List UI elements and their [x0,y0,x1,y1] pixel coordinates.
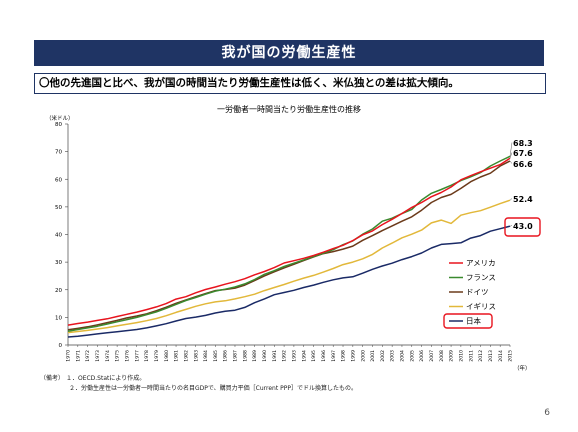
legend-label-uk: イギリス [466,302,496,311]
x-tick-label: 2004 [400,350,406,362]
notes: （備考） １．OECD.Statにより作成。 ２．労働生産性は一労働者一時間当た… [40,374,357,394]
series-line-america [67,157,511,326]
legend-label-america: アメリカ [466,259,496,268]
x-tick-label: 1976 [125,350,131,362]
note-item-2: ２．労働生産性は一労働者一時間当たりの名目GDPで、購買力平価［Current … [69,385,357,392]
end-label-leader [509,198,513,201]
x-tick-label: 1989 [252,350,258,362]
x-tick-label: 1988 [242,350,248,362]
summary-box: 〇他の先進国と比べ、我が国の時間当たり労働生産性は低く、米仏独との差は拡大傾向。 [34,73,546,94]
x-tick-label: 1977 [134,350,140,362]
x-tick-label: 2015 [508,350,514,362]
x-tick-label: 2014 [498,350,504,362]
x-axis-unit: （年） [514,364,531,372]
x-tick-label: 1991 [272,350,278,362]
x-tick-label: 1996 [321,350,327,362]
x-tick-label: 1997 [331,350,337,362]
x-tick-label: 1985 [213,350,219,362]
x-tick-label: 1982 [183,350,189,362]
x-tick-label: 1971 [75,350,81,362]
x-tick-label: 1970 [66,350,72,362]
x-tick-label: 1980 [164,350,170,362]
x-tick-label: 2013 [488,350,494,362]
x-tick-label: 1998 [341,350,347,362]
x-tick-label: 1974 [105,350,111,362]
legend-japan-highlight [443,313,493,329]
page-number: 6 [544,408,550,418]
series-line-japan [67,225,511,338]
series-layer [67,155,511,338]
x-tick-label: 1983 [193,350,199,362]
end-label-uk: 52.4 [513,195,533,204]
x-tick-label: 2006 [419,350,425,362]
x-tick-label: 1984 [203,350,209,362]
x-tick-label: 2001 [370,350,376,362]
x-tick-label: 2010 [458,350,464,362]
end-label-leader [509,152,513,159]
legend-label-germany: ドイツ [466,288,489,297]
x-tick-label: 1992 [282,350,288,362]
series-line-france [67,155,511,332]
end-label-leader [509,142,513,157]
x-tick-label: 2011 [468,350,474,362]
chart-title: 一労働者一時間当たり労働生産性の推移 [217,104,361,114]
y-tick-label: 60 [55,177,62,183]
x-tick-label: 1990 [262,350,268,362]
y-tick-label: 30 [55,260,62,266]
end-labels: 67.668.3 66.6 52.4 43.0 [504,139,541,237]
x-tick-label: 2003 [390,350,396,362]
axes: 0 10 20 30 40 50 60 70 80 1970 1971 1972 1973 1974 197… [55,122,514,362]
series-line-uk [67,199,511,334]
end-label-germany: 66.6 [513,160,533,169]
y-tick-label: 40 [55,233,62,239]
x-tick-label: 1979 [154,350,160,362]
end-label-france: 68.3 [513,139,533,148]
x-tick-label: 1981 [174,350,180,362]
x-tick-label: 1972 [85,350,91,362]
notes-label: （備考） [40,375,65,382]
x-tick-label: 2007 [429,350,435,362]
japan-value-highlight [504,217,541,237]
series-line-germany [67,160,511,331]
x-tick-label: 1995 [311,350,317,362]
end-label-japan: 43.0 [513,222,533,231]
x-tick-label: 1978 [144,350,150,362]
x-tick-label: 1973 [95,350,101,362]
x-tick-label: 2012 [478,350,484,362]
x-tick-label: 1999 [350,350,356,362]
x-tick-label: 1975 [115,350,121,362]
y-tick-label: 80 [55,122,62,128]
end-label-america: 67.6 [513,149,533,158]
note-item-1: １．OECD.Statにより作成。 [65,375,146,382]
x-tick-label: 1993 [292,350,298,362]
end-label-leader [509,225,513,227]
y-tick-label: 0 [59,343,63,349]
slide-title: 我が国の労働生産性 [34,40,544,66]
x-tick-label: 2009 [449,350,455,362]
x-tick-label: 1987 [233,350,239,362]
x-tick-label: 2008 [439,350,445,362]
y-tick-label: 20 [55,288,62,294]
y-axis-unit: （米ドル） [46,114,74,122]
x-tick-label: 2005 [409,350,415,362]
legend-label-japan: 日本 [466,316,481,326]
x-tick-label: 1994 [301,350,307,362]
end-label-leader [509,160,513,164]
x-tick-label: 2000 [360,350,366,362]
y-tick-label: 10 [55,315,62,321]
legend-label-france: フランス [466,273,496,282]
x-tick-label: 1986 [223,350,229,362]
y-tick-label: 50 [55,205,62,211]
y-tick-label: 70 [55,150,62,156]
x-tick-label: 2002 [380,350,386,362]
